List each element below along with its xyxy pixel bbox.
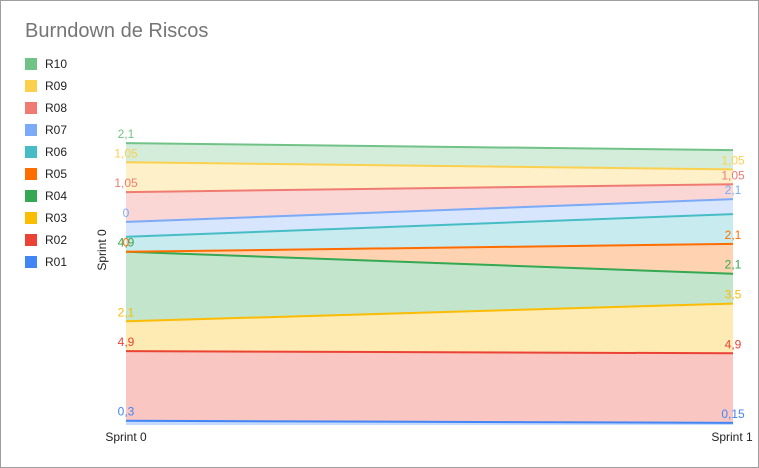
legend-swatch: [25, 256, 37, 268]
series-line-r06: [125, 213, 734, 238]
legend-swatch: [25, 234, 37, 246]
area-r07: [126, 199, 733, 237]
series-line-r02: [125, 350, 734, 355]
series-line-r05: [125, 242, 734, 253]
data-label-r09-1: 1,05: [721, 153, 745, 167]
data-label-r02-1: 4,9: [725, 337, 742, 351]
area-r09: [126, 162, 733, 193]
area-r05: [126, 243, 733, 274]
legend-label: R03: [45, 211, 68, 225]
area-r10: [126, 143, 733, 170]
legend-swatch: [25, 212, 37, 224]
data-label-r04-1: 2,1: [725, 258, 742, 272]
data-label-r04-0: 4,9: [118, 236, 135, 250]
legend-label: R09: [45, 79, 68, 93]
series-line-r01: [125, 419, 734, 424]
series-line-r07: [125, 198, 734, 223]
data-label-r03-1: 3,5: [725, 288, 742, 302]
area-r06: [126, 214, 733, 252]
series-line-r03: [125, 302, 734, 323]
data-label-r07-0: 0: [123, 206, 130, 220]
legend-label: R01: [45, 255, 68, 269]
legend-label: R08: [45, 101, 68, 115]
data-label-r09-0: 1,05: [114, 146, 138, 160]
area-r02: [126, 351, 733, 423]
legend-swatch: [25, 168, 37, 180]
series-line-r04: [125, 250, 734, 275]
x-tick-label-0: Sprint 0: [105, 430, 147, 444]
area-r08: [126, 184, 733, 222]
legend-swatch: [25, 124, 37, 136]
data-label-r08-1: 1,05: [721, 168, 745, 182]
legend-label: R10: [45, 57, 68, 71]
legend-swatch: [25, 80, 37, 92]
legend-swatch: [25, 58, 37, 70]
data-label-r05-0: 0: [123, 236, 130, 250]
legend-label: R06: [45, 145, 68, 159]
data-label-r05-1: 2,1: [725, 228, 742, 242]
legend-label: R07: [45, 123, 68, 137]
legend-swatch: [25, 146, 37, 158]
data-label-r10-0: 2,1: [118, 127, 135, 141]
chart-title: Burndown de Riscos: [25, 20, 209, 42]
data-label-r03-0: 2,1: [118, 305, 135, 319]
legend-label: R02: [45, 233, 68, 247]
data-label-r01-0: 0,3: [118, 405, 135, 419]
legend-label: R04: [45, 189, 68, 203]
legend-swatch: [25, 102, 37, 114]
data-label-r07-1: 2,1: [725, 183, 742, 197]
legend-swatch: [25, 190, 37, 202]
legend-label: R05: [45, 167, 68, 181]
series-line-r08: [125, 183, 734, 194]
x-tick-label-1: Sprint 1: [711, 430, 753, 444]
data-label-r01-1: 0,15: [721, 407, 745, 421]
series-line-r09: [125, 161, 734, 171]
series-line-r10: [125, 142, 734, 152]
area-r03: [126, 303, 733, 354]
data-label-r02-0: 4,9: [118, 335, 135, 349]
data-label-r08-0: 1,05: [114, 176, 138, 190]
